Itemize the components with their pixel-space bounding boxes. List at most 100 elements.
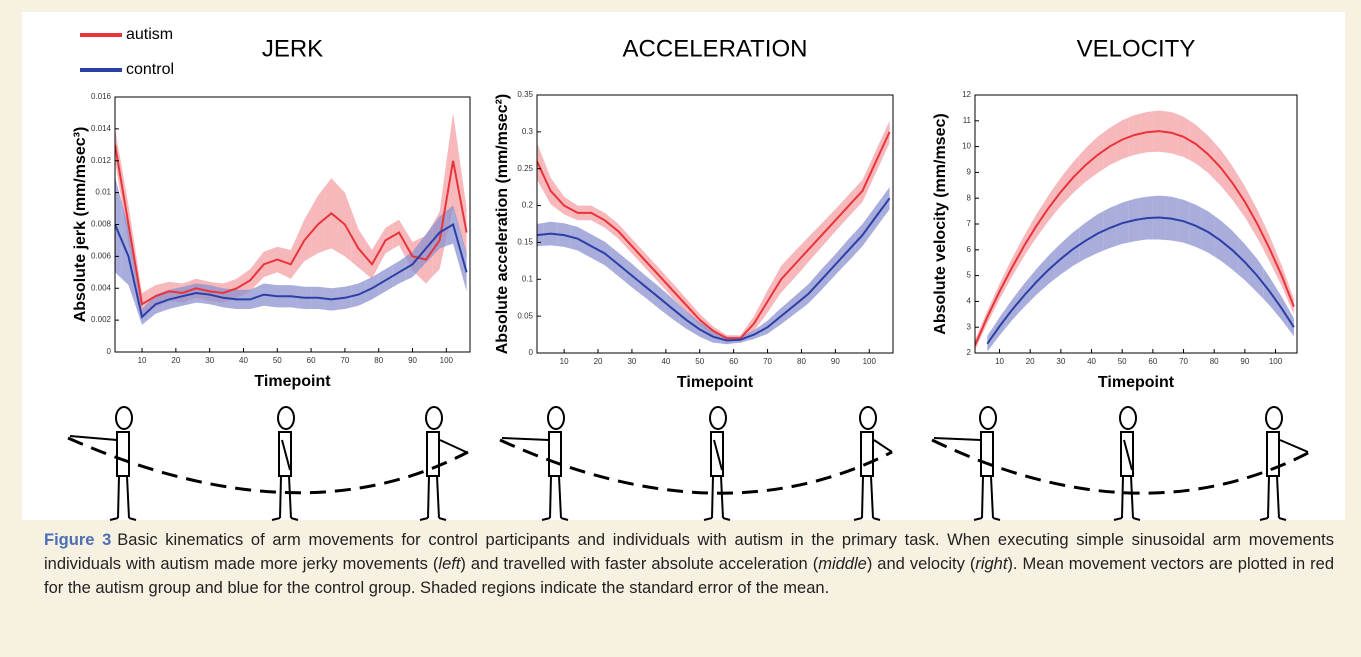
y-tick-label: 7	[967, 219, 972, 228]
caption-text: left	[438, 555, 461, 573]
y-tick-label: 3	[967, 322, 972, 331]
x-tick-label: 50	[695, 357, 704, 366]
figure: JERK Timepoint Absolute jerk (mm/msec³) 0 0.…	[67, 26, 1311, 521]
series-line	[537, 197, 891, 342]
chart-title: JERK	[262, 35, 323, 62]
x-tick-label: 60	[1148, 357, 1157, 366]
y-tick-label: 0.3	[522, 127, 534, 136]
series-line	[115, 222, 468, 319]
error-band	[378, 223, 393, 266]
plot	[115, 112, 468, 325]
x-tick-label: 50	[1118, 357, 1127, 366]
x-tick-label: 10	[138, 356, 147, 365]
y-tick-label: 0.01	[95, 188, 111, 197]
y-axis-label: Absolute acceleration (mm/msec²)	[494, 94, 511, 355]
error-band	[693, 316, 707, 340]
x-tick-label: 90	[1240, 357, 1249, 366]
error-band	[135, 249, 149, 316]
caption-text: Basic kinematics of arm movements for co…	[44, 531, 1334, 573]
y-tick-label: 5	[967, 271, 972, 280]
plot	[537, 120, 891, 345]
error-band	[459, 160, 467, 257]
x-tick-label: 80	[797, 357, 806, 366]
error-band	[121, 202, 136, 305]
caption: Figure 3 Basic kinematics of arm movement…	[44, 528, 1334, 600]
error-band	[570, 201, 585, 221]
y-tick-label: 9	[967, 168, 972, 177]
error-band	[446, 205, 460, 268]
caption-text: ) and travelled with faster absolute acc…	[460, 555, 819, 573]
plot-frame	[536, 94, 894, 354]
x-tick-label: 40	[239, 356, 248, 365]
x-tick-label: 20	[1026, 357, 1035, 366]
error-band	[115, 176, 122, 279]
caption-text: middle	[818, 555, 867, 573]
y-tick-label: 11	[963, 116, 972, 125]
caption-text: ) and velocity (	[866, 555, 976, 573]
error-band	[706, 326, 721, 344]
y-tick-label: 12	[962, 90, 971, 99]
y-tick-label: 0	[529, 348, 534, 357]
x-tick-label: 20	[594, 357, 603, 366]
y-tick-label: 4	[967, 297, 972, 306]
x-tick-label: 40	[1087, 357, 1096, 366]
x-tick-label: 100	[440, 356, 454, 365]
y-tick-label: 0.012	[91, 156, 112, 165]
series-line	[537, 131, 891, 340]
x-tick-label: 100	[1269, 357, 1283, 366]
error-band	[270, 246, 284, 276]
y-tick-label: 10	[962, 142, 971, 151]
x-tick-label: 60	[729, 357, 738, 366]
error-band	[324, 178, 339, 253]
x-tick-label: 70	[1179, 357, 1188, 366]
y-tick-label: 0	[107, 347, 112, 356]
plot	[975, 110, 1295, 352]
y-tick-label: 0.25	[517, 164, 533, 173]
error-band	[543, 160, 558, 210]
x-tick-label: 40	[661, 357, 670, 366]
series-line	[115, 144, 468, 306]
y-tick-label: 0.1	[522, 274, 534, 283]
y-tick-label: 0.016	[91, 92, 112, 101]
legend-label: autism	[126, 26, 173, 43]
error-band	[243, 260, 257, 295]
y-tick-label: 0.014	[91, 124, 112, 133]
x-tick-label: 100	[863, 357, 877, 366]
y-tick-label: 0.35	[517, 90, 533, 99]
y-tick-label: 0.15	[517, 238, 533, 247]
x-tick-label: 90	[408, 356, 417, 365]
error-band	[584, 205, 598, 224]
x-axis-label: Timepoint	[254, 373, 331, 390]
x-tick-label: 30	[1056, 357, 1065, 366]
legend-label: control	[126, 61, 174, 78]
error-band	[747, 325, 761, 341]
error-band	[855, 165, 870, 210]
y-tick-label: 8	[967, 193, 972, 202]
error-band	[392, 219, 406, 258]
x-tick-label: 10	[995, 357, 1004, 366]
error-band	[284, 234, 298, 279]
x-tick-label: 80	[1210, 357, 1219, 366]
y-tick-label: 6	[967, 245, 972, 254]
series-line	[986, 216, 1295, 345]
y-tick-label: 2	[967, 348, 972, 357]
x-tick-label: 70	[340, 356, 349, 365]
x-tick-label: 80	[374, 356, 383, 365]
error-band	[405, 242, 420, 281]
x-tick-label: 10	[560, 357, 569, 366]
y-tick-label: 0.05	[517, 311, 533, 320]
caption-text: ). Mean movement vectors are plotted in …	[44, 555, 1335, 597]
x-axis-label: Timepoint	[677, 374, 754, 391]
y-axis-label: Absolute jerk (mm/msec³)	[72, 127, 89, 323]
movement-illustration	[67, 406, 1311, 521]
error-band	[446, 112, 460, 239]
chart-title: ACCELERATION	[623, 35, 808, 62]
y-tick-label: 0.008	[91, 220, 112, 229]
y-axis-label: Absolute velocity (mm/msec)	[932, 113, 949, 334]
chart-title: VELOCITY	[1077, 35, 1196, 62]
error-band	[257, 249, 271, 285]
error-band	[351, 211, 366, 274]
plot-frame	[114, 96, 471, 353]
caption-text: right	[975, 555, 1008, 573]
